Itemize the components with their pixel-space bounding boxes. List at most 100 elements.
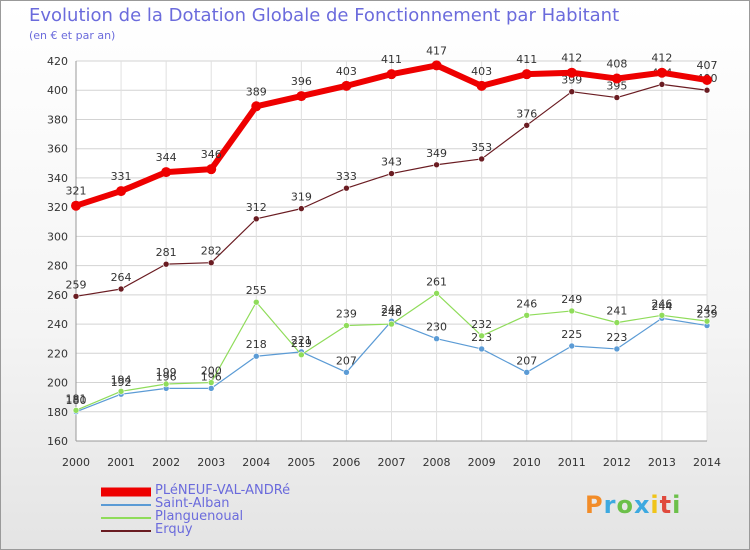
x-tick-label: 2002 <box>152 456 180 469</box>
y-tick-label: 380 <box>47 113 68 126</box>
data-label: 180 <box>66 394 87 407</box>
data-label: 225 <box>561 328 582 341</box>
chart-title: Evolution de la Dotation Globale de Fonc… <box>29 5 620 26</box>
data-point <box>523 312 531 319</box>
x-tick-label: 2003 <box>197 456 225 469</box>
data-label: 207 <box>336 354 357 367</box>
data-point <box>521 69 532 80</box>
data-label: 417 <box>426 44 447 57</box>
y-tick-label: 220 <box>47 347 68 360</box>
y-tick-label: 240 <box>47 318 68 331</box>
data-label: 343 <box>381 156 402 169</box>
logo-letter: r <box>603 491 617 519</box>
data-label: 259 <box>66 278 87 291</box>
data-point <box>161 167 172 178</box>
logo-letter: x <box>633 491 651 519</box>
data-point <box>658 81 666 88</box>
x-tick-label: 2011 <box>558 456 586 469</box>
x-tick-label: 2005 <box>287 456 315 469</box>
data-label: 218 <box>246 338 267 351</box>
data-label: 321 <box>66 185 87 198</box>
data-label: 242 <box>697 303 718 316</box>
y-tick-label: 320 <box>47 201 68 214</box>
data-point <box>568 342 576 350</box>
legend-swatch <box>101 487 151 496</box>
logo-letter: P <box>585 491 604 519</box>
data-point <box>433 290 440 297</box>
y-tick-label: 180 <box>47 406 68 419</box>
data-point <box>568 88 576 95</box>
data-label: 246 <box>516 297 537 310</box>
data-label: 319 <box>291 191 312 204</box>
data-label: 239 <box>336 308 357 321</box>
data-label: 223 <box>606 331 627 344</box>
legend-swatch <box>101 516 151 519</box>
data-point <box>117 388 125 395</box>
y-tick-label: 260 <box>47 289 68 302</box>
data-label: 242 <box>381 303 402 316</box>
data-label: 264 <box>111 271 132 284</box>
data-point <box>703 317 711 325</box>
data-label: 200 <box>201 365 222 378</box>
data-label: 399 <box>561 74 582 87</box>
data-label: 412 <box>651 52 672 65</box>
data-point <box>476 80 487 91</box>
data-point <box>206 164 217 175</box>
x-tick-label: 2010 <box>513 456 541 469</box>
x-tick-label: 2013 <box>648 456 676 469</box>
y-tick-label: 160 <box>47 435 68 448</box>
data-label: 192 <box>111 376 132 389</box>
data-point <box>71 200 81 211</box>
data-label: 376 <box>516 107 537 120</box>
data-label: 207 <box>516 354 537 367</box>
data-point <box>388 320 395 328</box>
data-point <box>117 285 125 293</box>
data-label: 181 <box>66 392 87 405</box>
data-point <box>296 91 307 102</box>
legend-label: Erquy <box>155 522 193 537</box>
data-label: 244 <box>651 300 672 313</box>
data-label: 241 <box>606 305 627 318</box>
data-label: 196 <box>156 370 177 383</box>
data-label: 403 <box>336 65 357 78</box>
data-point <box>343 184 350 192</box>
y-tick-label: 400 <box>47 84 68 97</box>
data-label: 230 <box>426 321 447 334</box>
data-point <box>207 259 215 266</box>
data-point <box>162 260 170 268</box>
data-label: 246 <box>651 297 672 310</box>
x-tick-label: 2004 <box>242 456 270 469</box>
data-label: 353 <box>471 141 492 154</box>
y-tick-label: 360 <box>47 143 68 156</box>
data-label: 396 <box>291 75 312 88</box>
data-label: 344 <box>156 151 177 164</box>
chart-subtitle: (en € et par an) <box>29 29 116 42</box>
x-tick-label: 2008 <box>423 456 451 469</box>
data-label: 407 <box>697 59 718 72</box>
x-tick-label: 2001 <box>107 456 135 469</box>
y-tick-label: 200 <box>47 377 68 390</box>
data-label: 249 <box>561 293 582 306</box>
data-point <box>252 215 260 223</box>
data-point <box>478 155 485 163</box>
data-point <box>523 122 531 129</box>
data-label: 389 <box>246 85 267 98</box>
data-point <box>252 298 260 306</box>
data-point <box>388 170 395 177</box>
data-point <box>162 380 170 388</box>
y-tick-label: 420 <box>47 55 68 68</box>
data-label: 395 <box>606 80 627 93</box>
y-tick-label: 300 <box>47 230 68 243</box>
y-tick-label: 340 <box>47 172 68 185</box>
data-point <box>431 60 442 71</box>
data-label: 312 <box>246 201 267 214</box>
data-point <box>523 369 531 376</box>
x-tick-label: 2014 <box>693 456 721 469</box>
data-label: 239 <box>697 308 718 321</box>
x-tick-label: 2007 <box>378 456 406 469</box>
data-point <box>478 332 485 340</box>
data-label: 219 <box>291 337 312 350</box>
data-label: 346 <box>201 148 222 161</box>
x-tick-label: 2009 <box>468 456 496 469</box>
